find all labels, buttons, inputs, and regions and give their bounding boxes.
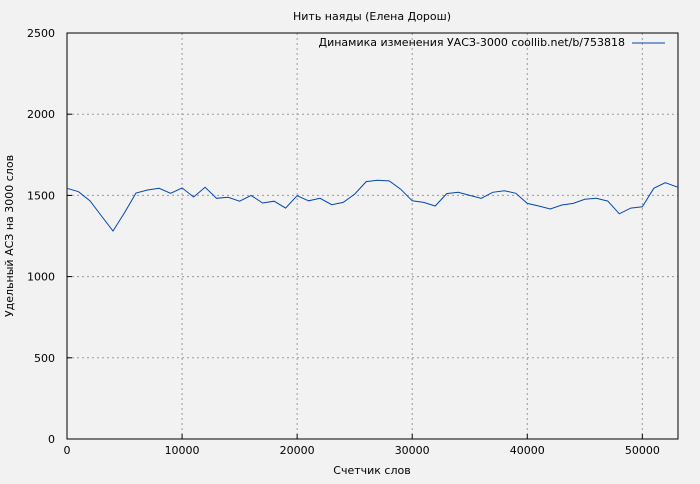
legend-label: Динамика изменения УАСЗ-3000 coollib.net… <box>319 36 626 49</box>
x-tick-label: 20000 <box>280 444 315 457</box>
y-tick-label: 500 <box>34 352 55 365</box>
x-tick-label: 50000 <box>625 444 660 457</box>
legend: Динамика изменения УАСЗ-3000 coollib.net… <box>319 36 665 49</box>
plot-frame <box>66 32 679 440</box>
y-tick-label: 2000 <box>27 108 55 121</box>
chart-title: Нить наяды (Елена Дорош) <box>293 10 451 23</box>
y-tick-label: 0 <box>48 433 55 446</box>
y-tick-label: 1500 <box>27 189 55 202</box>
x-tick-label: 30000 <box>395 444 430 457</box>
y-tick-label: 2500 <box>27 27 55 40</box>
x-axis-label: Счетчик слов <box>333 464 410 477</box>
y-axis-label: Удельный АСЗ на 3000 слов <box>3 155 16 317</box>
x-tick-label: 10000 <box>165 444 200 457</box>
series-line <box>66 179 679 232</box>
grid <box>67 33 678 439</box>
y-tick-label: 1000 <box>27 271 55 284</box>
x-tick-label: 40000 <box>510 444 545 457</box>
ticks: 0 10000 20000 30000 40000 50000 0 500 1000 1500 20… <box>27 27 660 457</box>
x-tick-label: 0 <box>64 444 71 457</box>
